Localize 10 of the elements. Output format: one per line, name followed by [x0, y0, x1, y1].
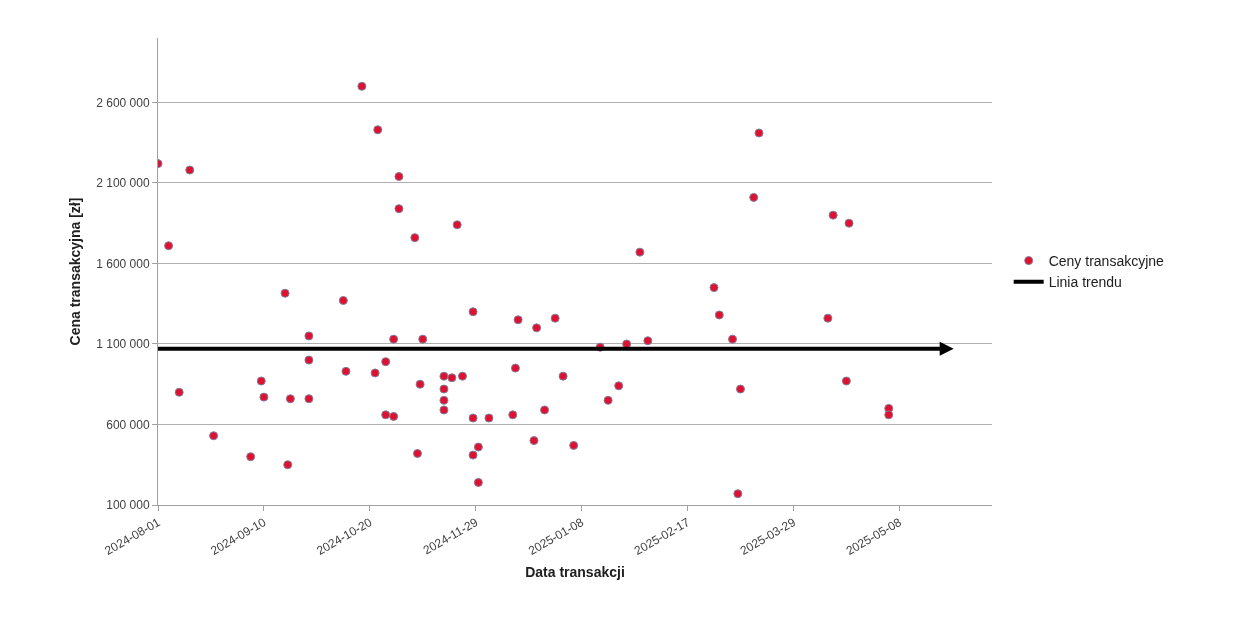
y-tick-label: 1 600 000	[96, 256, 150, 271]
y-tick-label: 100 000	[106, 498, 150, 513]
y-tick-label: 2 600 000	[96, 95, 150, 110]
x-axis-title: Data transakcji	[525, 564, 625, 581]
y-tick-label: 2 100 000	[96, 176, 150, 191]
y-axis-title: Cena transakcyjna [zł]	[66, 197, 83, 346]
legend-label: Ceny transakcyjne	[1048, 253, 1165, 270]
y-tick-label: 600 000	[106, 417, 150, 432]
legend-label: Linia trendu	[1048, 274, 1122, 291]
y-tick-label: 1 100 000	[96, 337, 150, 352]
